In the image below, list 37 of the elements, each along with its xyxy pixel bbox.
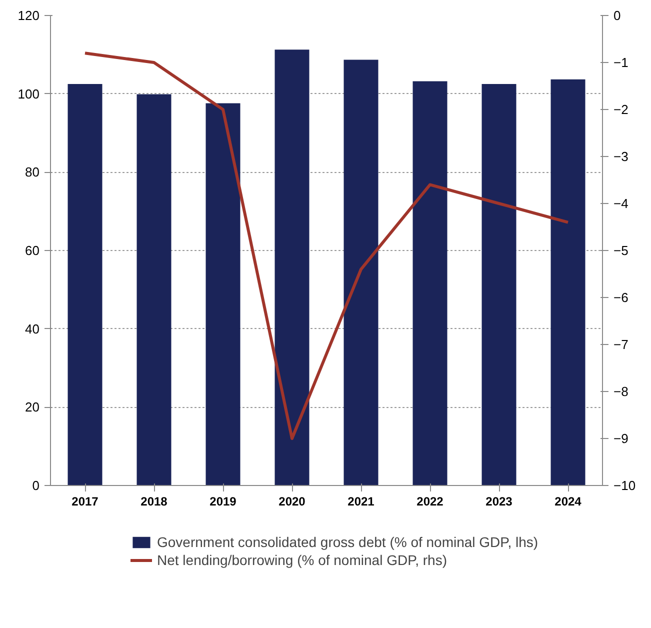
y-tick-label: 20 xyxy=(25,400,40,415)
x-tick-label: 2018 xyxy=(140,494,168,508)
bar xyxy=(206,103,240,486)
bar xyxy=(412,81,448,486)
x-tick-label: 2023 xyxy=(486,494,513,508)
x-tick-label: 2019 xyxy=(210,494,237,508)
y-tick-label: 0 xyxy=(32,478,40,493)
line-series xyxy=(84,52,570,440)
y-tick-label: 100 xyxy=(18,86,40,102)
bar xyxy=(68,84,102,486)
y2-tick-label: −9 xyxy=(614,431,628,446)
y2-tick-label: −2 xyxy=(614,102,628,117)
y-tick-label: 120 xyxy=(18,8,40,23)
bar xyxy=(274,50,310,486)
legend-label: Government consolidated gross debt (% of nominal GDP, lhs) xyxy=(157,534,538,550)
y2-tick-label: −3 xyxy=(614,149,628,164)
bar xyxy=(550,79,586,486)
y2-tick-label: −8 xyxy=(614,384,628,399)
bar xyxy=(482,84,516,486)
x-tick-label: 2024 xyxy=(554,494,582,508)
x-tick-label: 2022 xyxy=(416,494,444,508)
y-tick-label: 60 xyxy=(25,243,40,258)
y2-tick-label: −6 xyxy=(614,290,628,305)
legend-label: Net lending/borrowing (% of nominal GDP, rhs) xyxy=(157,552,447,568)
y2-tick-label: 0 xyxy=(614,8,621,23)
y-tick-label: 80 xyxy=(25,164,40,180)
x-tick-label: 2021 xyxy=(348,494,375,508)
y2-tick-label: −1 xyxy=(614,55,628,70)
y2-tick-label: −10 xyxy=(614,478,636,493)
bar xyxy=(344,60,378,486)
y2-tick-label: −7 xyxy=(614,337,628,352)
bar xyxy=(136,94,172,486)
y2-tick-label: −5 xyxy=(614,243,628,258)
y2-tick-label: −4 xyxy=(614,196,628,211)
y-tick-label: 40 xyxy=(25,321,40,336)
x-tick-label: 2017 xyxy=(72,494,99,508)
x-tick-label: 2020 xyxy=(278,494,306,508)
